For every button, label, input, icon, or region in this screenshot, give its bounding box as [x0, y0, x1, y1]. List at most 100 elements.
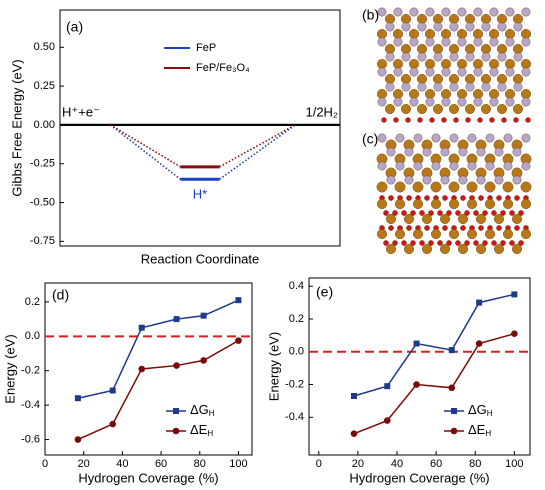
atom: [385, 82, 395, 92]
plot-frame: [44, 282, 253, 456]
atom: [478, 195, 484, 201]
atom: [457, 97, 467, 107]
atom: [465, 22, 475, 32]
atom: [455, 210, 461, 216]
atom: [413, 228, 424, 239]
atom: [489, 67, 499, 77]
atom: [395, 161, 405, 171]
y-tick-label: 0.2: [25, 296, 40, 308]
atom: [481, 103, 492, 114]
legend-label: ΔEH: [190, 422, 213, 438]
atom: [425, 7, 435, 17]
x-tick-label: 60: [155, 458, 167, 470]
atom: [513, 117, 519, 123]
atom: [425, 29, 436, 40]
atom: [393, 59, 404, 70]
marker: [200, 312, 207, 319]
atom: [417, 44, 428, 55]
atom: [473, 210, 479, 216]
atom: [485, 228, 496, 239]
atom: [465, 82, 475, 92]
atom: [489, 7, 499, 17]
atom: [467, 228, 478, 239]
atom: [497, 22, 507, 32]
atom: [401, 103, 412, 114]
atom: [433, 13, 444, 25]
atom: [513, 44, 524, 55]
atom: [437, 240, 443, 246]
y-axis-label: Energy (eV): [2, 334, 17, 403]
x-tick-label: 20: [352, 458, 364, 470]
atom: [500, 240, 506, 246]
x-tick-label: 100: [505, 458, 523, 470]
atom: [433, 103, 444, 114]
atom: [521, 88, 532, 99]
atom: [512, 175, 522, 185]
state-label: H*: [193, 187, 207, 202]
marker: [413, 340, 420, 347]
y-tick-label: 0.2: [289, 313, 304, 325]
atom: [377, 29, 388, 40]
atom: [431, 161, 441, 171]
atom: [458, 243, 469, 254]
atom: [381, 117, 387, 123]
atom: [512, 213, 523, 224]
atom: [465, 103, 476, 114]
legend-marker: [451, 408, 457, 414]
y-tick-label: 0.4: [289, 280, 304, 292]
legend-marker: [173, 408, 179, 414]
x-tick-label: 20: [78, 458, 90, 470]
atom: [446, 240, 452, 246]
atom: [386, 147, 396, 157]
atom: [481, 13, 492, 25]
atom: [489, 29, 500, 40]
atom: [455, 240, 461, 246]
atom: [377, 97, 387, 107]
atom: [409, 88, 420, 99]
atom: [449, 73, 460, 84]
structure-images: [376, 7, 532, 254]
atom: [449, 103, 460, 114]
atom: [477, 117, 483, 123]
atom: [505, 7, 515, 17]
atom: [497, 44, 508, 55]
atom: [513, 13, 524, 25]
state-label: H⁺+e⁻: [62, 104, 100, 119]
atom: [401, 52, 411, 62]
atom: [386, 243, 397, 254]
atom: [465, 52, 475, 62]
atom: [518, 240, 524, 246]
atom: [503, 133, 513, 143]
series-line: [77, 339, 239, 441]
atom: [521, 133, 531, 143]
atom: [449, 161, 459, 171]
atom: [419, 240, 425, 246]
marker: [476, 299, 483, 306]
atom: [521, 161, 531, 171]
atom: [395, 133, 405, 143]
atom: [376, 181, 388, 193]
atom: [395, 198, 406, 209]
atom: [377, 198, 388, 209]
y-tick-label: 0.0: [25, 330, 40, 342]
x-axis-label: Hydrogen Coverage (%): [78, 470, 218, 485]
atom: [395, 228, 406, 239]
atom: [424, 225, 430, 231]
atom: [521, 7, 531, 17]
atom: [505, 37, 515, 47]
atom: [431, 133, 441, 143]
atom: [433, 73, 444, 84]
atom: [410, 210, 416, 216]
atom: [446, 210, 452, 216]
state-label: 1/2H₂: [305, 104, 338, 119]
atom: [442, 225, 448, 231]
x-tick-label: 80: [194, 458, 206, 470]
atom: [514, 195, 520, 201]
x-tick-label: 40: [391, 458, 403, 470]
atom: [401, 44, 412, 55]
atom: [406, 195, 412, 201]
legend-label: ΔGH: [190, 402, 215, 418]
atom: [433, 82, 443, 92]
atom: [497, 13, 508, 25]
series-line: [77, 299, 239, 399]
